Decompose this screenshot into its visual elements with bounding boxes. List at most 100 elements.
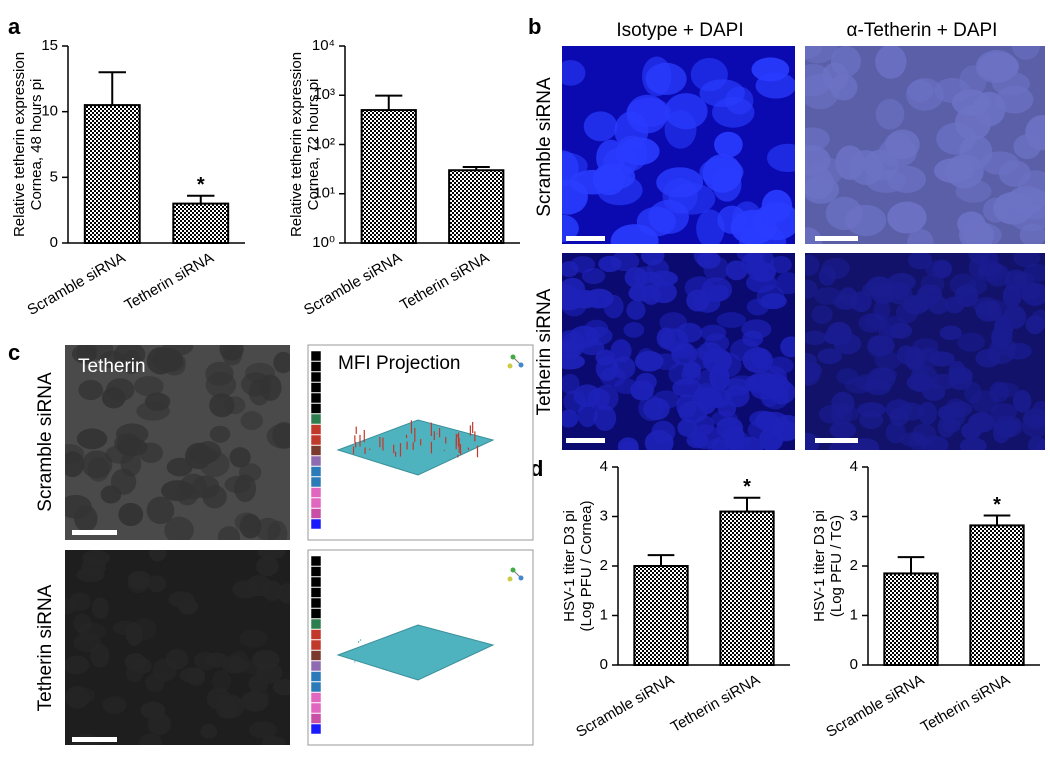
nucleus [581, 268, 606, 285]
nucleus [716, 312, 746, 328]
nucleus [805, 432, 820, 450]
nucleus [711, 96, 755, 128]
nucleus [261, 736, 286, 745]
nucleus [240, 411, 264, 431]
nucleus [221, 655, 248, 674]
colorbar-cell [310, 555, 322, 567]
nucleus [65, 655, 90, 675]
nucleus [584, 288, 614, 309]
nucleus [863, 149, 899, 181]
nucleus [951, 89, 990, 116]
colorbar-cell [310, 639, 322, 651]
nucleus [724, 385, 750, 408]
bar [83, 104, 141, 244]
nucleus [626, 94, 668, 134]
nucleus [930, 373, 957, 390]
nucleus [162, 345, 194, 356]
nucleus [744, 374, 772, 394]
nucleus [140, 701, 166, 720]
nucleus [617, 437, 639, 450]
nucleus [833, 293, 859, 310]
scale-bar [815, 236, 858, 241]
nucleus [887, 273, 916, 292]
nucleus [127, 574, 149, 594]
nucleus [583, 111, 618, 142]
nucleus [805, 46, 838, 64]
nucleus [1013, 253, 1041, 268]
nucleus [65, 451, 85, 478]
colorbar-cell [310, 618, 322, 630]
nucleus [188, 445, 218, 465]
nucleus [641, 284, 662, 305]
bar [969, 524, 1025, 666]
scale-bar [566, 438, 605, 443]
icon-dot [507, 363, 513, 369]
y-tick-label: 0 [50, 234, 58, 251]
nucleus [249, 721, 278, 739]
colorbar-cell [310, 629, 322, 640]
y-axis-label: Relative tetherin expression [11, 52, 28, 237]
nucleus [659, 312, 687, 333]
nucleus [239, 629, 268, 648]
nucleus [875, 46, 907, 79]
nucleus [562, 60, 586, 86]
nucleus [562, 331, 586, 358]
nucleus [780, 336, 795, 358]
nucleus [205, 361, 234, 386]
x-tick-label: Scramble siRNA [24, 249, 128, 319]
nucleus [871, 367, 898, 383]
nucleus [821, 257, 850, 279]
scale-bar [72, 530, 117, 535]
nucleus [730, 209, 777, 244]
nucleus [593, 384, 619, 411]
colorbar-cell [310, 382, 322, 393]
nucleus [136, 401, 170, 421]
nucleus [179, 473, 207, 500]
nucleus [662, 177, 698, 214]
nucleus [73, 733, 100, 745]
bar [360, 109, 417, 244]
colorbar-cell [310, 566, 322, 577]
y-axis-label: Relative tetherin expression [288, 52, 305, 237]
nucleus [766, 143, 795, 173]
colorbar-cell [310, 702, 322, 714]
nucleus [168, 591, 195, 608]
nucleus [562, 261, 579, 278]
significance: * [993, 494, 1001, 516]
y-axis-label: Cornea, 48 hours pi [28, 79, 45, 211]
nucleus [138, 733, 163, 745]
nucleus [595, 356, 619, 382]
nucleus [991, 326, 1009, 349]
colorbar-cell [310, 597, 322, 609]
colorbar-cell [310, 361, 322, 372]
y-tick-label: 3 [600, 507, 608, 524]
nucleus [626, 300, 646, 320]
nucleus [65, 494, 92, 519]
nucleus [805, 330, 827, 346]
nucleus [120, 451, 142, 477]
nucleus [273, 351, 290, 374]
nucleus [562, 214, 579, 242]
scale-bar [72, 737, 117, 742]
micrograph [65, 345, 290, 540]
nucleus [998, 192, 1028, 222]
nucleus [907, 229, 934, 244]
nucleus [1025, 115, 1045, 151]
nucleus [91, 597, 110, 619]
nucleus [990, 403, 1017, 422]
colorbar-cell [310, 713, 322, 724]
nucleus [255, 556, 279, 577]
nucleus [822, 62, 849, 91]
nucleus [736, 253, 765, 263]
nucleus [78, 379, 104, 401]
icon-dot [518, 575, 524, 581]
nucleus [234, 474, 257, 503]
colorbar-cell [310, 350, 322, 362]
nucleus [991, 71, 1031, 96]
nucleus [830, 403, 853, 426]
colorbar-cell [310, 587, 322, 598]
surface [336, 419, 495, 476]
nucleus [1003, 305, 1027, 329]
nucleus [562, 373, 580, 395]
nucleus [255, 517, 281, 540]
